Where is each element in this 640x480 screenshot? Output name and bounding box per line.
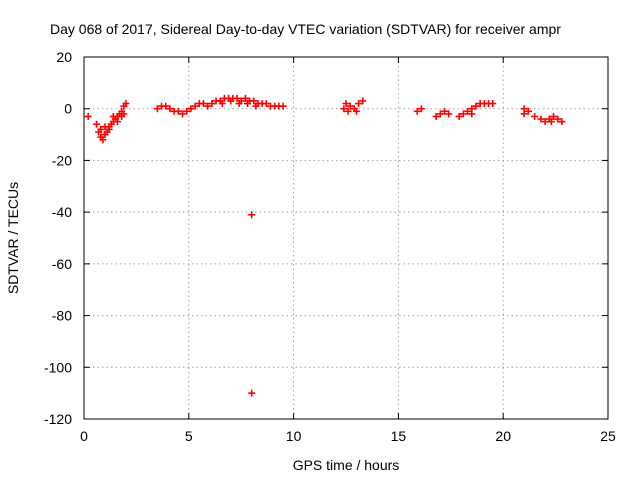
data-point	[468, 105, 476, 113]
plot-frame	[83, 56, 609, 420]
data-point	[459, 110, 467, 118]
data-point	[105, 125, 113, 133]
data-point	[445, 110, 453, 118]
data-point	[355, 100, 363, 108]
data-point	[252, 102, 260, 110]
data-point	[537, 115, 545, 123]
data-point	[114, 118, 122, 126]
data-point	[441, 107, 449, 115]
data-point	[359, 97, 367, 105]
data-point	[346, 102, 354, 110]
y-tick-label: -20	[52, 152, 72, 168]
data-point	[541, 118, 549, 126]
data-point	[101, 123, 109, 131]
data-point	[248, 211, 256, 219]
data-point	[547, 118, 555, 126]
data-point	[417, 105, 425, 113]
data-point	[248, 389, 256, 397]
data-point	[166, 105, 174, 113]
data-point	[489, 100, 497, 108]
data-point	[187, 105, 195, 113]
y-tick-label: -60	[52, 256, 72, 272]
data-point	[464, 107, 472, 115]
y-tick-label: 0	[64, 101, 72, 117]
data-point	[344, 107, 352, 115]
data-point	[340, 105, 348, 113]
x-axis-label: GPS time / hours	[293, 457, 400, 473]
data-point	[120, 110, 128, 118]
x-tick-label: 25	[600, 428, 616, 444]
data-point	[153, 105, 161, 113]
x-tick-label: 10	[286, 428, 302, 444]
data-point	[208, 100, 216, 108]
data-point	[262, 100, 270, 108]
chart-title: Day 068 of 2017, Sidereal Day-to-day VTE…	[50, 21, 561, 37]
data-point	[524, 107, 532, 115]
data-point	[550, 112, 558, 120]
data-point	[183, 107, 191, 115]
data-point	[204, 102, 212, 110]
data-point	[227, 97, 235, 105]
data-point	[191, 102, 199, 110]
data-point	[99, 136, 107, 144]
data-point	[436, 110, 444, 118]
y-tick-label: -40	[52, 204, 72, 220]
data-point	[97, 125, 105, 133]
data-point	[558, 118, 566, 126]
y-axis-label: SDTVAR / TECUs	[5, 182, 21, 294]
data-point	[243, 100, 251, 108]
y-tick-label: 20	[56, 49, 72, 65]
data-point	[554, 115, 562, 123]
data-point	[199, 100, 207, 108]
data-points	[84, 94, 566, 397]
data-point	[250, 97, 258, 105]
x-tick-label: 0	[80, 428, 88, 444]
data-point	[520, 110, 528, 118]
data-point	[413, 107, 421, 115]
data-point	[241, 94, 249, 102]
data-point	[352, 107, 360, 115]
data-point	[455, 112, 463, 120]
data-point	[122, 100, 130, 108]
data-point	[174, 107, 182, 115]
x-tick-label: 5	[185, 428, 193, 444]
data-point	[109, 112, 117, 120]
x-tick-label: 15	[391, 428, 407, 444]
data-point	[162, 102, 170, 110]
y-tick-label: -80	[52, 308, 72, 324]
x-tick-label: 20	[495, 428, 511, 444]
data-point	[233, 94, 241, 102]
data-point	[432, 112, 440, 120]
data-point	[93, 120, 101, 128]
data-point	[342, 100, 350, 108]
data-point	[235, 100, 243, 108]
data-point	[279, 102, 287, 110]
data-point	[179, 110, 187, 118]
data-point	[472, 102, 480, 110]
y-tick-label: -100	[44, 359, 72, 375]
data-point	[84, 112, 92, 120]
y-tick-label: -120	[44, 411, 72, 427]
data-point	[531, 112, 539, 120]
data-point	[218, 100, 226, 108]
